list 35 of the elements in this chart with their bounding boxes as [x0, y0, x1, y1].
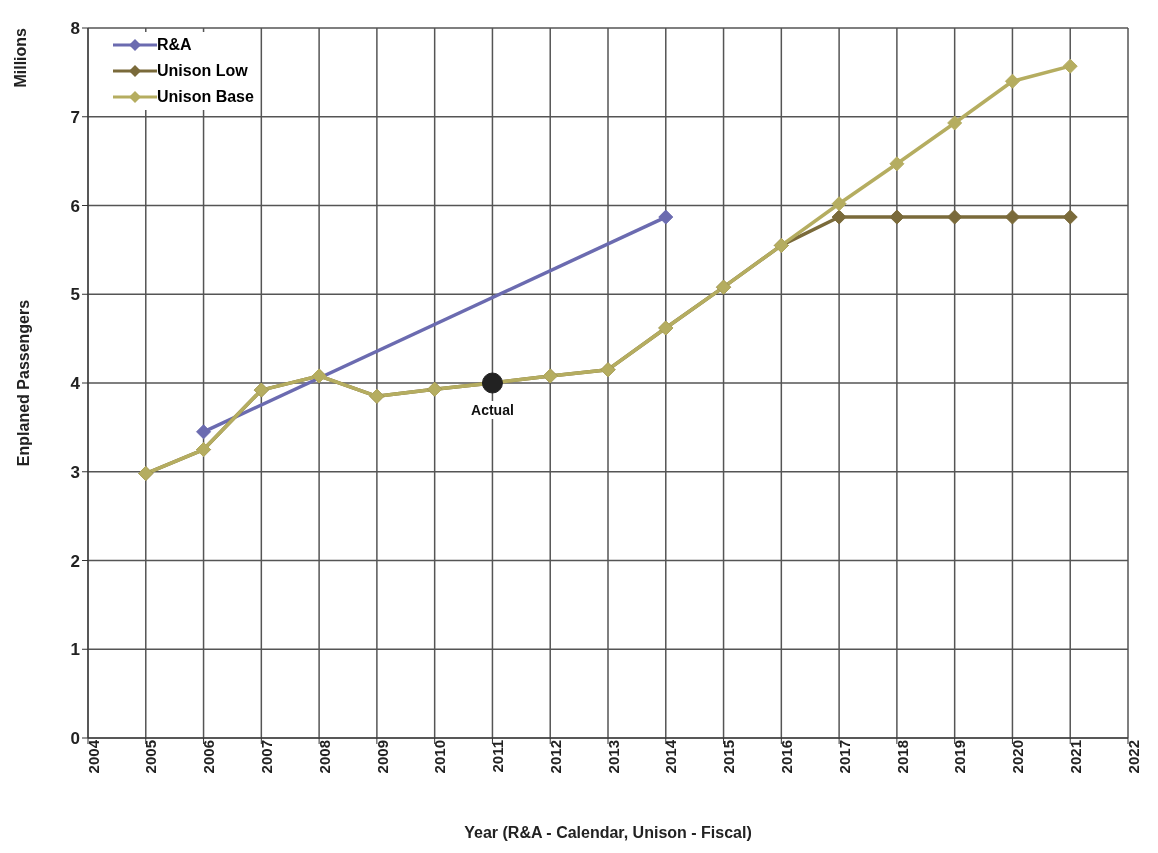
x-tick-label: 2021 [1066, 740, 1084, 774]
annotation: Actual [471, 402, 514, 418]
x-tick-label: 2013 [604, 740, 622, 774]
y-tick-label: 7 [70, 107, 80, 127]
y-tick-label: 6 [70, 196, 80, 216]
y-tick-label: 4 [70, 374, 81, 394]
x-tick-label: 2018 [893, 740, 911, 774]
x-axis-title: Year (R&A - Calendar, Unison - Fiscal) [464, 824, 752, 841]
x-tick-label: 2007 [257, 740, 275, 774]
x-tick-label: 2004 [84, 739, 102, 774]
x-tick-label: 2014 [662, 739, 680, 774]
x-tick-label: 2017 [835, 740, 853, 774]
text: Millions [12, 28, 30, 88]
x-tick-label: 2006 [200, 740, 218, 774]
y-tick-label: 2 [70, 551, 80, 571]
y-tick-label: 3 [70, 462, 80, 482]
y-tick-label: 1 [70, 640, 80, 660]
x-tick-label: 2015 [720, 740, 738, 774]
x-tick-label: 2010 [431, 740, 449, 774]
legend-label: Unison Base [157, 88, 254, 106]
x-tick-label: 2016 [777, 740, 795, 774]
y-axis-title: Enplaned Passengers [14, 299, 32, 467]
y-tick-label: 0 [70, 729, 80, 749]
x-tick-label: 2008 [315, 740, 333, 774]
x-tick-label: 2005 [142, 740, 160, 774]
x-tick-label: 2019 [951, 740, 969, 774]
x-tick-label: 2022 [1124, 740, 1142, 774]
legend-label: R&A [157, 36, 192, 54]
x-tick-label: 2012 [546, 740, 564, 774]
x-tick-label: 2009 [373, 740, 391, 774]
legend-label: Unison Low [157, 62, 248, 80]
y-tick-label: 8 [70, 19, 80, 39]
y-tick-label: 5 [70, 285, 80, 305]
x-tick-label: 2011 [489, 740, 507, 773]
x-tick-label: 2020 [1009, 740, 1027, 774]
